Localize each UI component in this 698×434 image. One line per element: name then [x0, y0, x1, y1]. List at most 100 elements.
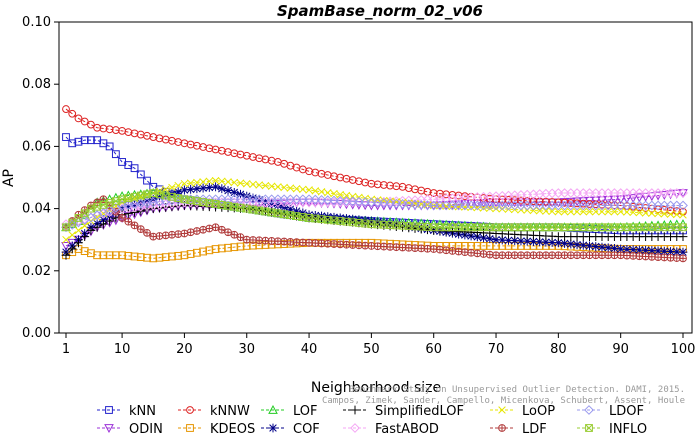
series-point	[660, 223, 669, 232]
series-point	[261, 197, 270, 207]
series-point	[517, 251, 525, 259]
series-point	[660, 223, 669, 232]
series-point	[347, 196, 358, 207]
series-line	[65, 198, 683, 228]
series-point	[611, 251, 618, 259]
series-point	[523, 223, 532, 232]
series-point	[398, 221, 407, 230]
series-point	[591, 223, 600, 232]
series-point	[161, 185, 170, 194]
series-point	[629, 208, 637, 217]
series-point	[610, 223, 619, 232]
series-point	[492, 223, 500, 232]
series-point	[616, 223, 625, 232]
series-point	[118, 251, 126, 260]
series-point	[155, 190, 164, 199]
x-tick-label: 90	[612, 342, 629, 357]
series-point	[87, 249, 95, 258]
series-point	[349, 241, 357, 249]
series-point	[180, 195, 189, 204]
series-point	[517, 223, 525, 232]
series-point	[479, 233, 488, 243]
series-point	[391, 198, 402, 209]
series-point	[498, 223, 507, 232]
series-point	[336, 217, 344, 225]
series-point	[397, 199, 408, 209]
x-tick-label: 50	[363, 342, 380, 357]
series-point	[255, 206, 263, 215]
series-point	[193, 178, 201, 187]
series-point	[373, 220, 382, 229]
series-point	[399, 244, 406, 251]
series-point	[554, 223, 563, 232]
legend-label: FastABOD	[375, 422, 439, 434]
series-point	[392, 243, 400, 251]
series-point	[679, 223, 687, 232]
series-point	[436, 223, 444, 232]
series-point	[217, 200, 226, 209]
series-point	[199, 198, 207, 206]
legend-label: LoOP	[522, 404, 555, 419]
series-point	[648, 223, 656, 232]
series-point	[130, 194, 139, 203]
series-point	[429, 223, 438, 232]
legend-item-cof: COF	[261, 422, 320, 434]
series-point	[642, 253, 650, 260]
series-point	[604, 223, 613, 232]
series-point	[192, 184, 202, 194]
series-point	[348, 192, 357, 201]
series-point	[118, 195, 126, 204]
series-point	[136, 191, 145, 200]
series-point	[80, 247, 89, 256]
series-point	[455, 248, 463, 255]
series-point	[442, 190, 451, 199]
series-point	[343, 241, 350, 249]
x-tick-label: 40	[301, 342, 318, 357]
series-point	[299, 213, 307, 221]
series-point	[486, 223, 494, 232]
series-point	[80, 209, 89, 218]
series-point	[379, 220, 388, 229]
series-point	[130, 164, 139, 173]
series-point	[628, 245, 638, 255]
series-point	[61, 250, 71, 260]
series-point	[223, 186, 233, 195]
legend-marker	[350, 423, 360, 433]
series-point	[74, 238, 83, 248]
series-point	[148, 204, 158, 213]
series-point	[310, 194, 321, 205]
series-point	[572, 240, 582, 250]
series-point	[585, 223, 594, 232]
series-point	[168, 193, 176, 201]
series-point	[117, 204, 127, 213]
series-point	[105, 142, 114, 151]
legend-item-loop: LoOP	[490, 404, 555, 419]
series-point	[68, 218, 76, 227]
series-point	[143, 229, 151, 237]
series-point	[585, 207, 594, 216]
series-point	[672, 247, 682, 257]
series-point	[454, 223, 463, 232]
series-point	[610, 223, 619, 232]
series-point	[479, 242, 488, 250]
series-point	[361, 219, 370, 228]
series-point	[142, 196, 152, 206]
legend-label: LDOF	[609, 404, 644, 419]
legend-item-knnw: kNNW	[178, 404, 250, 419]
series-point	[224, 228, 232, 236]
legend-item-odin: ODIN	[97, 422, 163, 434]
series-point	[554, 223, 563, 232]
series-point	[205, 225, 213, 232]
series-point	[311, 214, 320, 223]
series-point	[547, 238, 557, 247]
series-point	[173, 187, 183, 197]
series-point	[186, 179, 195, 187]
series-point	[218, 177, 226, 185]
series-point	[673, 223, 681, 232]
legend-marker	[498, 424, 506, 432]
series-point	[385, 198, 395, 209]
legend-label: SimplifiedLOF	[375, 404, 464, 419]
series-point	[87, 217, 95, 225]
series-point	[211, 182, 220, 192]
series-point	[341, 196, 352, 207]
